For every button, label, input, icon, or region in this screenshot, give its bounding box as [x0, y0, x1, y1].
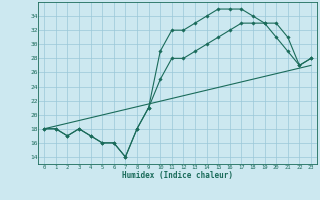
X-axis label: Humidex (Indice chaleur): Humidex (Indice chaleur): [122, 171, 233, 180]
